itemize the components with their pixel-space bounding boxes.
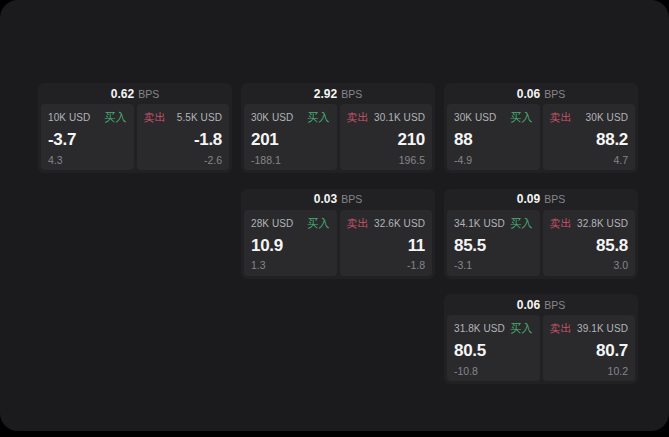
- sell-sub-value: -2.6: [144, 155, 223, 166]
- sell-size: 5.5K USD: [177, 112, 222, 123]
- sell-size: 32.8K USD: [577, 218, 628, 229]
- sell-panel[interactable]: 卖出 39.1K USD 80.7 10.2: [543, 315, 636, 381]
- sell-sub-value: 3.0: [550, 260, 629, 271]
- bps-value: 0.03: [314, 192, 337, 206]
- buy-size: 30K USD: [251, 112, 293, 123]
- app-window: 0.62 BPS 10K USD 买入 -3.7 4.3 卖出 5.5K USD…: [0, 0, 669, 431]
- bps-unit-label: BPS: [544, 299, 565, 311]
- buy-panel[interactable]: 28K USD 买入 10.9 1.3: [244, 210, 337, 276]
- quote-card[interactable]: 0.03 BPS 28K USD 买入 10.9 1.3 卖出 32.6K US…: [241, 189, 435, 279]
- quote-card[interactable]: 0.06 BPS 30K USD 买入 88 -4.9 卖出 30K USD 8…: [444, 83, 638, 173]
- buy-panel[interactable]: 31.8K USD 买入 80.5 -10.8: [447, 315, 540, 381]
- sell-side-label: 卖出: [144, 110, 166, 125]
- sell-price: 88.2: [550, 131, 629, 148]
- buy-sub-value: 1.3: [251, 260, 330, 271]
- sell-sub-value: 4.7: [550, 155, 629, 166]
- card-header: 0.09 BPS: [444, 189, 638, 210]
- sell-side-label: 卖出: [550, 321, 572, 336]
- buy-sub-value: -4.9: [454, 155, 533, 166]
- buy-price: 85.5: [454, 237, 533, 254]
- buy-panel[interactable]: 10K USD 买入 -3.7 4.3: [41, 104, 134, 170]
- buy-size: 34.1K USD: [454, 218, 505, 229]
- buy-side-label: 买入: [511, 110, 533, 125]
- sell-side-label: 卖出: [550, 110, 572, 125]
- buy-sub-value: -188.1: [251, 155, 330, 166]
- bps-unit-label: BPS: [544, 193, 565, 205]
- buy-side-label: 买入: [511, 321, 533, 336]
- sell-panel[interactable]: 卖出 30K USD 88.2 4.7: [543, 104, 636, 170]
- buy-price: 201: [251, 131, 330, 148]
- buy-sub-value: -10.8: [454, 366, 533, 377]
- buy-size: 10K USD: [48, 112, 90, 123]
- sell-size: 30.1K USD: [374, 112, 425, 123]
- bps-value: 2.92: [314, 87, 337, 101]
- buy-panel[interactable]: 30K USD 买入 88 -4.9: [447, 104, 540, 170]
- buy-sub-value: 4.3: [48, 155, 127, 166]
- sell-price: 85.8: [550, 237, 629, 254]
- sell-sub-value: -1.8: [347, 260, 426, 271]
- bps-value: 0.62: [111, 87, 134, 101]
- sell-panel[interactable]: 卖出 32.8K USD 85.8 3.0: [543, 210, 636, 276]
- sell-panel[interactable]: 卖出 5.5K USD -1.8 -2.6: [137, 104, 230, 170]
- buy-price: 88: [454, 131, 533, 148]
- buy-panel[interactable]: 30K USD 买入 201 -188.1: [244, 104, 337, 170]
- card-header: 2.92 BPS: [241, 83, 435, 104]
- sell-size: 30K USD: [586, 112, 628, 123]
- sell-side-label: 卖出: [347, 216, 369, 231]
- card-header: 0.06 BPS: [444, 83, 638, 104]
- buy-side-label: 买入: [308, 216, 330, 231]
- buy-panel[interactable]: 34.1K USD 买入 85.5 -3.1: [447, 210, 540, 276]
- card-header: 0.03 BPS: [241, 189, 435, 210]
- sell-sub-value: 10.2: [550, 366, 629, 377]
- sell-panel[interactable]: 卖出 32.6K USD 11 -1.8: [340, 210, 433, 276]
- sell-sub-value: 196.5: [347, 155, 426, 166]
- sell-price: 80.7: [550, 342, 629, 359]
- buy-size: 28K USD: [251, 218, 293, 229]
- sell-size: 32.6K USD: [374, 218, 425, 229]
- quote-card[interactable]: 0.09 BPS 34.1K USD 买入 85.5 -3.1 卖出 32.8K…: [444, 189, 638, 279]
- bps-unit-label: BPS: [544, 88, 565, 100]
- card-header: 0.62 BPS: [38, 83, 232, 104]
- buy-sub-value: -3.1: [454, 260, 533, 271]
- buy-price: 80.5: [454, 342, 533, 359]
- buy-size: 31.8K USD: [454, 323, 505, 334]
- buy-price: 10.9: [251, 237, 330, 254]
- card-header: 0.06 BPS: [444, 294, 638, 315]
- sell-side-label: 卖出: [347, 110, 369, 125]
- buy-side-label: 买入: [308, 110, 330, 125]
- buy-size: 30K USD: [454, 112, 496, 123]
- bps-unit-label: BPS: [138, 88, 159, 100]
- sell-price: 11: [347, 237, 426, 254]
- sell-price: 210: [347, 131, 426, 148]
- bps-unit-label: BPS: [341, 193, 362, 205]
- buy-side-label: 买入: [511, 216, 533, 231]
- bps-unit-label: BPS: [341, 88, 362, 100]
- buy-side-label: 买入: [105, 110, 127, 125]
- sell-side-label: 卖出: [550, 216, 572, 231]
- bps-value: 0.09: [517, 192, 540, 206]
- quote-card[interactable]: 0.06 BPS 31.8K USD 买入 80.5 -10.8 卖出 39.1…: [444, 294, 638, 384]
- sell-size: 39.1K USD: [577, 323, 628, 334]
- bps-value: 0.06: [517, 87, 540, 101]
- quote-card[interactable]: 2.92 BPS 30K USD 买入 201 -188.1 卖出 30.1K …: [241, 83, 435, 173]
- sell-price: -1.8: [144, 131, 223, 148]
- sell-panel[interactable]: 卖出 30.1K USD 210 196.5: [340, 104, 433, 170]
- bps-value: 0.06: [517, 298, 540, 312]
- buy-price: -3.7: [48, 131, 127, 148]
- quote-card[interactable]: 0.62 BPS 10K USD 买入 -3.7 4.3 卖出 5.5K USD…: [38, 83, 232, 173]
